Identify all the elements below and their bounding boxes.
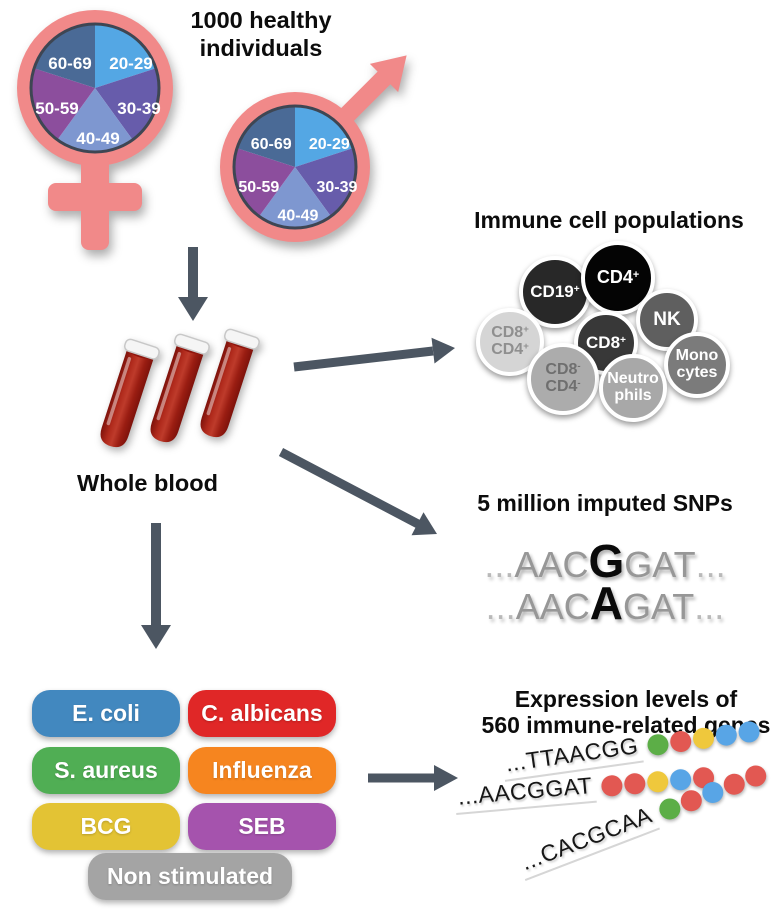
flow-arrow-head-4 (141, 625, 171, 649)
figure-title-line2: individuals (199, 35, 323, 61)
cell-population-label: CD8+ (586, 332, 626, 352)
expression-dot-blue (736, 720, 761, 744)
expression-dot-green (656, 795, 684, 823)
age-slice-20-29 (95, 23, 156, 89)
blood-tubes (92, 326, 263, 454)
expression-dot-red (623, 772, 647, 796)
age-slice-50-59 (233, 148, 295, 217)
cell-population-label: NK (653, 308, 681, 330)
flow-arrow-shaft-3 (278, 448, 421, 528)
stimulus-label: E. coli (72, 700, 140, 726)
stimulus-label: C. albicans (201, 700, 323, 726)
female-cross-arm (48, 183, 142, 211)
male-symbol-icon: 20-29 30-39 40-49 50-59 60-69 (220, 55, 407, 242)
female-age-pie: 20-29 30-39 40-49 50-59 60-69 (29, 22, 161, 154)
snp-sequence-1: ... AAC G GAT... (440, 534, 770, 588)
cell-population-cd8cd4: CD8- CD4- (527, 343, 599, 415)
figure-title-line1: 1000 healthy (190, 7, 332, 33)
age-slice-40-49 (57, 88, 133, 153)
stimulus-pill-seb: SEB (188, 803, 336, 850)
cell-population-label: Mono cytes (675, 347, 719, 381)
cell-population-label: Neutro phils (607, 370, 659, 404)
snp-variant-letter: A (589, 577, 623, 629)
expression-dot-red (600, 774, 624, 798)
age-label-20-29: 20-29 (309, 136, 350, 153)
age-label-40-49: 40-49 (76, 129, 119, 148)
sequence-post: GAT (622, 586, 695, 627)
sequence-pre: AAC (515, 586, 590, 627)
expression-dot-red (677, 787, 705, 815)
pie-outline (29, 22, 161, 154)
male-arrow (336, 55, 407, 126)
expression-dot-yellow (691, 726, 716, 751)
cell-population-label: CD19+ (530, 281, 580, 301)
gene-sequence: ...CACGCAA (514, 800, 660, 881)
cell-population-label: CD4+ (596, 267, 640, 288)
age-slice-50-59 (30, 68, 96, 140)
age-slice-60-69 (34, 23, 95, 88)
male-age-pie: 20-29 30-39 40-49 50-59 60-69 (232, 104, 358, 230)
age-slice-20-29 (295, 106, 353, 167)
cell-population-cd4: CD4+ (581, 241, 655, 315)
age-slice-30-39 (295, 148, 357, 217)
stimulus-label: Influenza (212, 757, 312, 783)
stimulus-label: Non stimulated (106, 863, 274, 889)
stimulus-label: SEB (238, 813, 286, 839)
whole-blood-label: Whole blood (77, 470, 218, 496)
sequence-trail-dots: ... (695, 544, 726, 585)
age-slice-40-49 (259, 167, 331, 229)
age-slice-60-69 (237, 106, 295, 167)
expression-dot-blue (699, 778, 727, 807)
age-label-30-39: 30-39 (316, 179, 357, 196)
age-label-60-69: 60-69 (251, 136, 292, 153)
age-label-60-69: 60-69 (48, 54, 91, 73)
flow-arrow-head-3 (411, 512, 437, 536)
cell-population-label: CD8- CD4- (545, 361, 581, 395)
stimulus-pill-c-albicans: C. albicans (188, 690, 336, 737)
pie-outline (232, 104, 358, 230)
snps-title: 5 million imputed SNPs (477, 490, 733, 516)
sequence-trail-dots: ... (694, 586, 725, 627)
stimulus-label: BCG (80, 813, 132, 839)
sequence-pre: AAC (514, 544, 589, 585)
stimulus-pill-influenza: Influenza (188, 747, 336, 794)
expression-dot-blue (714, 723, 738, 748)
stimulus-pill-non-stimulated: Non stimulated (88, 853, 292, 900)
female-symbol-icon: 20-29 30-39 40-49 50-59 60-69 (17, 10, 173, 250)
snp-variant-letter: G (588, 535, 625, 587)
gene-sequence: ...AACGGAT (453, 771, 597, 815)
sequence-lead-dots: ... (485, 586, 516, 627)
expression-title-line1: Expression levels of (514, 686, 738, 712)
male-ring (220, 92, 370, 242)
expression-dot-red (668, 729, 693, 754)
flow-arrow-head-1 (178, 297, 208, 321)
expression-dot-red (720, 770, 748, 798)
stimulus-pill-s-aureus: S. aureus (32, 747, 180, 794)
blood-tube-icon (92, 336, 163, 454)
age-label-50-59: 50-59 (238, 179, 279, 196)
age-label-30-39: 30-39 (117, 99, 160, 118)
sequence-lead-dots: ... (484, 544, 515, 585)
flow-arrow-shaft-2 (293, 346, 434, 372)
expression-dot-green (645, 732, 670, 757)
expression-dot-red (742, 762, 770, 790)
age-slice-30-39 (95, 68, 160, 140)
sequence-post: GAT (624, 544, 696, 585)
immune-title: Immune cell populations (474, 207, 744, 233)
flow-arrow-head-2 (431, 337, 455, 364)
stimulus-label: S. aureus (54, 757, 158, 783)
age-label-20-29: 20-29 (109, 54, 152, 73)
age-label-40-49: 40-49 (277, 208, 318, 225)
snp-sequence-2: ... AAC A GAT... (440, 576, 770, 630)
stimulus-pill-bcg: BCG (32, 803, 180, 850)
stimulus-pill-e-coli: E. coli (32, 690, 180, 737)
cell-population-label: CD8+ CD4+ (491, 324, 529, 358)
age-label-50-59: 50-59 (35, 99, 78, 118)
figure-title: 1000 healthy individuals (151, 6, 371, 62)
cell-population-neutrophils: Neutro phils (599, 354, 667, 422)
expression-dot-yellow (646, 770, 670, 794)
cell-population-monocytes: Mono cytes (664, 332, 730, 398)
